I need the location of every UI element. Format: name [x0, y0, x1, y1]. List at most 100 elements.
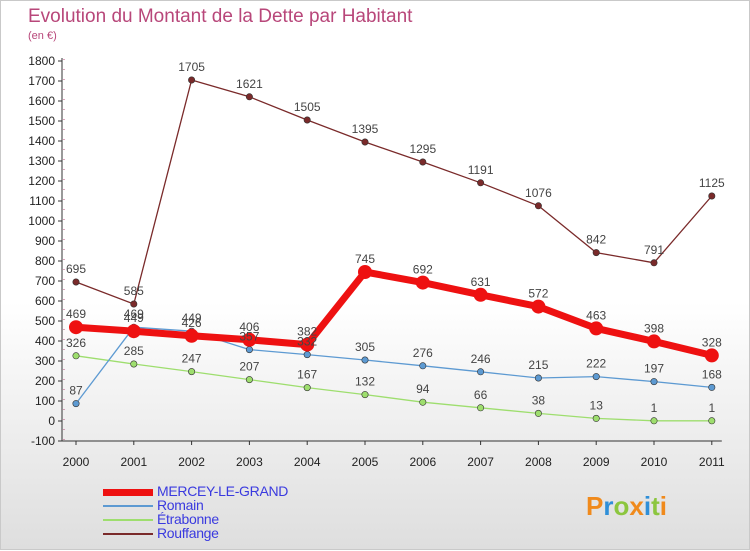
- data-label: 692: [413, 263, 433, 277]
- chart-title: Evolution du Montant de la Dette par Hab…: [28, 6, 413, 27]
- x-tick-label: 2011: [699, 455, 725, 469]
- data-point: [531, 299, 546, 314]
- data-label: 357: [239, 330, 259, 344]
- data-label: 1: [651, 401, 658, 415]
- data-point: [69, 320, 83, 335]
- data-label: 1295: [409, 142, 436, 156]
- data-label: 197: [644, 362, 664, 376]
- x-tick-label: 2002: [178, 455, 205, 469]
- y-tick-label: 1500: [28, 114, 55, 128]
- data-label: 222: [586, 357, 606, 371]
- data-point: [188, 368, 196, 376]
- data-point: [415, 275, 430, 290]
- data-label: 1: [708, 401, 715, 415]
- data-label: 449: [124, 311, 144, 325]
- data-label: 585: [124, 284, 144, 298]
- data-label: 285: [124, 344, 144, 358]
- data-labels: 695 585 1705 1621 1505 1395 1295 1191 1076 842 791…: [66, 60, 725, 415]
- x-tick-label: 2008: [525, 455, 552, 469]
- series-line-mercey-le-grand: [75, 268, 713, 359]
- data-label: 305: [355, 340, 375, 354]
- data-label: 469: [124, 307, 144, 321]
- data-point: [708, 383, 716, 391]
- y-tick-label: 1700: [28, 74, 55, 88]
- y-tick-label: 200: [35, 374, 55, 388]
- y-tick-label: 1800: [28, 54, 55, 68]
- series-line-étrabonne: [75, 355, 712, 422]
- data-point: [650, 378, 658, 386]
- data-label: 398: [644, 321, 664, 335]
- x-tick-label: 2004: [294, 455, 321, 469]
- data-point: [245, 346, 253, 354]
- logo-letter: x: [629, 491, 644, 521]
- data-label: 1505: [294, 100, 321, 114]
- legend-swatch: [103, 489, 153, 496]
- data-point: [534, 374, 542, 382]
- y-tick-label: 600: [35, 294, 55, 308]
- logo-letter: i: [643, 491, 652, 521]
- series-points: [69, 76, 719, 425]
- x-tick-label: 2009: [583, 455, 610, 469]
- data-point: [72, 400, 80, 408]
- x-tick-label: 2005: [352, 455, 379, 469]
- data-label: 406: [239, 320, 259, 334]
- data-point: [245, 376, 253, 384]
- data-label: 132: [355, 375, 375, 389]
- data-label: 94: [416, 382, 430, 396]
- data-point: [126, 324, 141, 339]
- data-label: 66: [474, 388, 488, 402]
- y-tick-label: 1600: [28, 94, 55, 108]
- data-label: 328: [702, 335, 722, 349]
- data-label: 246: [471, 352, 491, 366]
- data-label: 842: [586, 233, 606, 247]
- data-label: 332: [297, 335, 317, 349]
- data-label: 276: [413, 346, 433, 360]
- data-point: [592, 414, 600, 422]
- data-label: 1705: [178, 60, 205, 74]
- y-tick-label: 1300: [28, 154, 55, 168]
- x-tick-label: 2007: [467, 455, 494, 469]
- data-point: [419, 398, 427, 406]
- data-point: [592, 249, 600, 257]
- data-point: [647, 334, 661, 349]
- series-line-romain: [75, 326, 712, 404]
- data-point: [184, 328, 199, 343]
- data-label: 1191: [468, 163, 494, 177]
- y-tick-label: 300: [35, 354, 55, 368]
- y-tick-label: 700: [35, 274, 55, 288]
- data-label: 207: [239, 360, 259, 374]
- data-label: 382: [297, 325, 317, 339]
- legend-label: MERCEY-LE-GRAND: [157, 483, 289, 499]
- data-label: 463: [586, 308, 606, 322]
- data-point: [303, 351, 311, 359]
- data-point: [245, 93, 253, 101]
- data-label: 791: [644, 243, 664, 257]
- data-point: [361, 356, 369, 364]
- data-label: 426: [182, 316, 202, 330]
- data-point: [704, 348, 719, 363]
- y-tick-label: 1000: [28, 214, 55, 228]
- data-label: 1076: [525, 186, 552, 200]
- x-tick-label: 2001: [120, 455, 147, 469]
- data-label: 1125: [699, 176, 725, 190]
- data-point: [419, 362, 427, 370]
- logo-letter: i: [659, 491, 667, 521]
- data-point: [477, 368, 485, 376]
- data-point: [303, 116, 311, 124]
- y-tick-label: 900: [35, 234, 55, 248]
- data-point: [130, 300, 138, 308]
- legend-swatch: [103, 505, 153, 507]
- legend-swatch: [103, 519, 153, 521]
- y-tick-label: -100: [31, 434, 55, 448]
- series-lines: [75, 79, 713, 422]
- x-tick-label: 2006: [409, 455, 436, 469]
- x-tick-label: 2010: [641, 455, 668, 469]
- data-point: [242, 332, 257, 347]
- y-tick-label: 500: [35, 314, 55, 328]
- legend-label: Étrabonne: [157, 511, 219, 527]
- data-point: [72, 278, 80, 286]
- data-point: [72, 352, 80, 360]
- x-tick-label: 2003: [236, 455, 263, 469]
- data-label: 572: [528, 287, 548, 301]
